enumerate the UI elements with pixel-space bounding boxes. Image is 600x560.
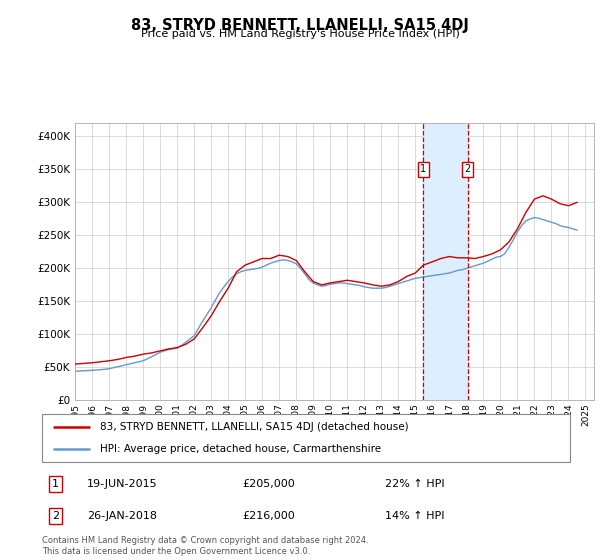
Text: Price paid vs. HM Land Registry's House Price Index (HPI): Price paid vs. HM Land Registry's House … xyxy=(140,29,460,39)
Text: 14% ↑ HPI: 14% ↑ HPI xyxy=(385,511,445,521)
Text: 1: 1 xyxy=(52,479,59,489)
Text: 22% ↑ HPI: 22% ↑ HPI xyxy=(385,479,445,489)
Text: 19-JUN-2015: 19-JUN-2015 xyxy=(87,479,158,489)
Text: 83, STRYD BENNETT, LLANELLI, SA15 4DJ: 83, STRYD BENNETT, LLANELLI, SA15 4DJ xyxy=(131,18,469,33)
Text: 2: 2 xyxy=(52,511,59,521)
Text: £205,000: £205,000 xyxy=(242,479,295,489)
Bar xyxy=(424,123,467,400)
Text: Contains HM Land Registry data © Crown copyright and database right 2024.
This d: Contains HM Land Registry data © Crown c… xyxy=(42,536,368,556)
Text: 1: 1 xyxy=(420,165,427,174)
Text: HPI: Average price, detached house, Carmarthenshire: HPI: Average price, detached house, Carm… xyxy=(100,444,381,454)
Text: 83, STRYD BENNETT, LLANELLI, SA15 4DJ (detached house): 83, STRYD BENNETT, LLANELLI, SA15 4DJ (d… xyxy=(100,422,409,432)
Text: £216,000: £216,000 xyxy=(242,511,295,521)
Text: 26-JAN-2018: 26-JAN-2018 xyxy=(87,511,157,521)
Text: 2: 2 xyxy=(464,165,470,174)
